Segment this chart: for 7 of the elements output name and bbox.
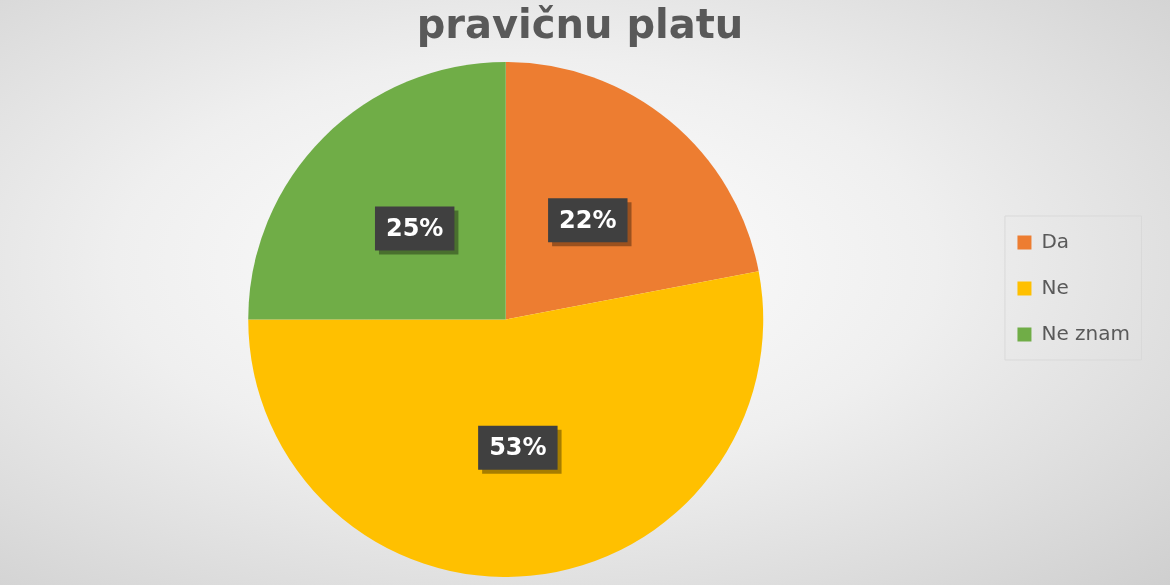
legend-label: Ne znam bbox=[1041, 320, 1131, 345]
chart-title: pravičnu platu bbox=[416, 1, 744, 48]
legend-label: Ne bbox=[1041, 274, 1069, 299]
data-label: 53% bbox=[489, 432, 547, 461]
legend-label: Da bbox=[1041, 228, 1070, 253]
data-label: 25% bbox=[385, 213, 444, 242]
data-label: 22% bbox=[559, 205, 617, 234]
